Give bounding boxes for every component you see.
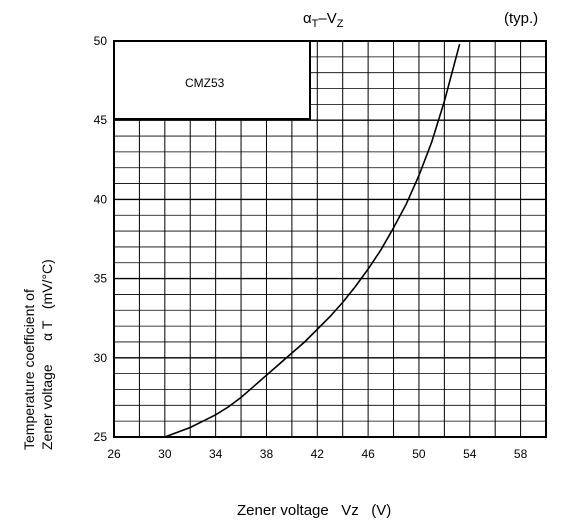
y-tick-label: 40: [94, 192, 108, 206]
title-v: V: [327, 10, 337, 27]
series-group: [164, 43, 461, 438]
x-tick-label: 58: [514, 447, 528, 461]
title-sub-t: T: [312, 18, 319, 30]
x-tick-label: 42: [311, 447, 325, 461]
x-tick-label: 54: [463, 447, 477, 461]
plot-frame: [113, 40, 547, 438]
y-tick-label: 30: [94, 351, 108, 365]
title-sub-z: Z: [337, 18, 344, 30]
x-tick-label: 46: [361, 447, 375, 461]
title-alpha: α: [303, 10, 312, 27]
x-tick-label: 34: [209, 447, 223, 461]
chart-subtitle: (typ.): [504, 10, 538, 27]
x-tick-label: 38: [260, 447, 274, 461]
x-tick-label: 26: [107, 447, 121, 461]
y-tick-label: 45: [94, 113, 108, 127]
y-axis-label-line2: Zener voltage α T (mV/°C): [39, 259, 55, 450]
x-axis-label: Zener voltage Vz (V): [237, 502, 391, 519]
x-tick-label: 30: [158, 447, 172, 461]
tick-labels: 26 30 34 38 42 46 50 54 58 25 30 35 40 45 50: [94, 34, 528, 461]
y-axis-label-line1: Temperature coefficient of: [21, 289, 37, 450]
x-tick-label: 50: [412, 447, 426, 461]
legend-label: CMZ53: [185, 76, 225, 90]
series-line: [164, 43, 461, 438]
chart-title: αT–VZ: [303, 10, 344, 30]
y-tick-label: 25: [94, 430, 108, 444]
y-tick-label: 50: [94, 34, 108, 48]
title-dash: –: [318, 10, 327, 27]
y-tick-label: 35: [94, 272, 108, 286]
